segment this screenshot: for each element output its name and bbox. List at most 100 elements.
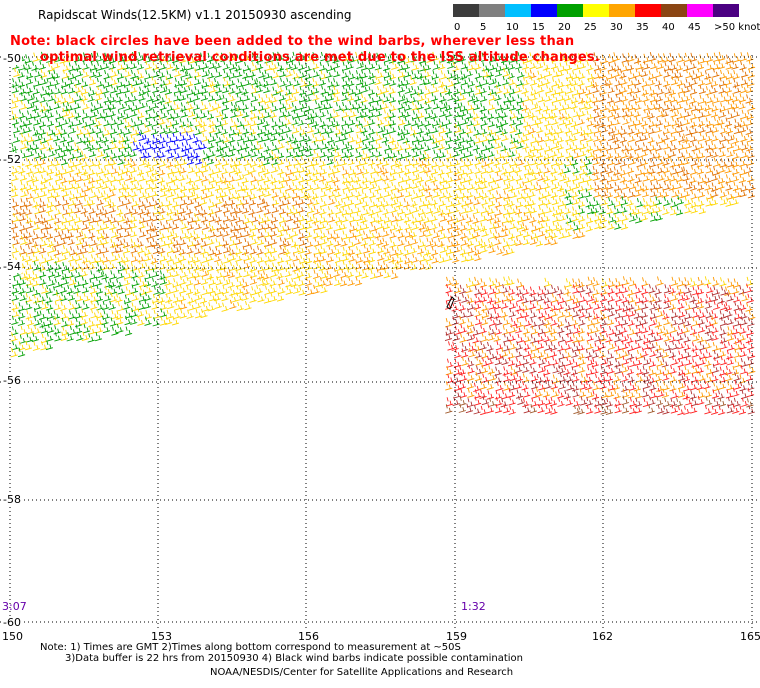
- wind-barb: [523, 332, 531, 343]
- wind-barb: [200, 181, 209, 192]
- wind-barb: [613, 172, 621, 182]
- wind-barb: [235, 84, 243, 95]
- wind-barb: [529, 69, 537, 79]
- wind-barb: [697, 197, 705, 207]
- wind-barb: [326, 124, 334, 135]
- wind-barb: [250, 148, 258, 158]
- wind-barb: [397, 68, 406, 79]
- wind-barb: [321, 92, 329, 103]
- wind-barb: [110, 252, 119, 262]
- wind-barb: [565, 182, 573, 192]
- wind-barb: [423, 142, 431, 152]
- wind-barb: [696, 165, 705, 175]
- wind-barb: [535, 148, 544, 159]
- wind-barb: [341, 260, 350, 270]
- wind-barb: [332, 93, 341, 103]
- wind-barb: [285, 252, 293, 262]
- wind-barb: [80, 267, 88, 278]
- wind-barb: [216, 227, 224, 238]
- wind-barb: [320, 269, 328, 279]
- wind-barb: [551, 195, 559, 206]
- wind-barb: [472, 100, 481, 111]
- wind-barb: [12, 123, 21, 134]
- wind-barb: [479, 84, 487, 94]
- wind-barb: [454, 140, 462, 150]
- wind-barb: [346, 148, 354, 159]
- wind-barb: [241, 101, 249, 111]
- wind-barb: [481, 308, 490, 319]
- wind-barb: [82, 323, 91, 334]
- wind-barb: [88, 278, 97, 288]
- wind-barb: [255, 284, 263, 295]
- wind-barb: [20, 187, 28, 198]
- wind-barb: [355, 211, 364, 222]
- wind-barb: [326, 62, 334, 72]
- wind-barb: [47, 92, 55, 102]
- wind-barb: [53, 99, 61, 110]
- wind-barb: [285, 181, 293, 192]
- wind-barb: [486, 380, 494, 391]
- wind-barb: [130, 92, 138, 102]
- wind-barb: [503, 205, 511, 216]
- wind-barb: [613, 342, 622, 352]
- wind-barb: [68, 262, 77, 272]
- wind-barb: [54, 85, 62, 95]
- wind-barb: [733, 334, 741, 344]
- wind-barb: [222, 276, 230, 286]
- wind-barb: [54, 228, 62, 238]
- wind-barb: [73, 99, 81, 110]
- wind-barb: [208, 292, 217, 302]
- wind-barb: [733, 397, 741, 408]
- wind-barb: [557, 389, 565, 399]
- wind-barb: [395, 198, 404, 208]
- wind-barb: [437, 222, 446, 232]
- wind-barb: [332, 117, 340, 128]
- wind-barb: [178, 131, 187, 142]
- wind-barb: [740, 132, 748, 142]
- wind-barb: [481, 357, 489, 367]
- wind-barb: [143, 252, 151, 262]
- wind-barb: [88, 76, 97, 86]
- wind-barb: [45, 220, 53, 230]
- wind-barb: [733, 278, 741, 288]
- wind-barb: [544, 357, 552, 368]
- wind-barb: [641, 77, 649, 88]
- wind-barb: [439, 229, 447, 240]
- wind-barb: [507, 245, 515, 255]
- wind-barb: [458, 125, 466, 135]
- wind-barb: [488, 350, 496, 360]
- wind-barb: [88, 204, 96, 215]
- wind-barb: [655, 92, 663, 103]
- wind-barb: [572, 108, 580, 118]
- wind-barb: [362, 230, 370, 240]
- wind-barb: [586, 117, 594, 127]
- wind-barb: [376, 69, 384, 79]
- wind-barb: [171, 283, 179, 294]
- wind-barb: [711, 324, 719, 334]
- wind-barb: [376, 261, 385, 271]
- wind-barb: [137, 253, 145, 263]
- wind-barb: [152, 149, 161, 159]
- wind-barb: [389, 149, 397, 159]
- wind-barb: [234, 164, 242, 175]
- wind-barb: [747, 68, 755, 79]
- wind-barb: [488, 91, 497, 102]
- wind-barb: [740, 389, 749, 400]
- wind-barb: [648, 396, 656, 406]
- wind-barb: [200, 101, 208, 111]
- wind-barb: [383, 68, 392, 79]
- wind-barb: [249, 262, 257, 272]
- wind-barb: [138, 189, 146, 199]
- wind-barb: [671, 165, 679, 175]
- wind-barb: [550, 132, 558, 142]
- legend-swatch: [479, 4, 505, 17]
- wind-barb: [697, 323, 706, 334]
- wind-barb: [425, 172, 433, 182]
- wind-barb: [474, 155, 482, 166]
- wind-barb: [241, 181, 249, 192]
- wind-barb: [82, 300, 90, 310]
- wind-barb: [116, 269, 125, 279]
- wind-barb: [669, 158, 677, 168]
- wind-barb: [585, 380, 593, 391]
- wind-barb: [25, 235, 33, 246]
